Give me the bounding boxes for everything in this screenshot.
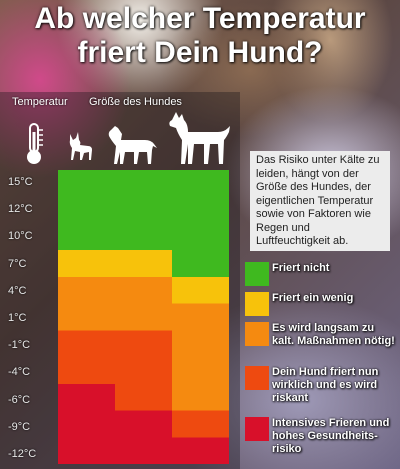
heatmap-cell <box>115 196 173 225</box>
temperature-label: 15°C <box>8 176 33 188</box>
legend-label-line: wirklich und es wird <box>272 379 378 391</box>
heatmap-cell <box>172 196 229 225</box>
heatmap-cell <box>172 170 229 198</box>
heatmap-cell <box>172 250 229 278</box>
temperature-label: 1°C <box>8 312 27 324</box>
temperature-label: -4°C <box>8 366 31 379</box>
small-dog-icon <box>69 132 92 160</box>
heatmap-cell <box>58 303 116 331</box>
temperature-label: -9°C <box>8 420 31 433</box>
legend-label: Friert ein wenig <box>272 292 353 305</box>
thermometer-icon <box>27 123 43 164</box>
heatmap-cell <box>115 303 173 331</box>
heatmap-cell <box>115 330 173 358</box>
heatmap-cell <box>115 170 173 198</box>
heatmap-cell <box>58 196 116 225</box>
temperature-label: -12°C <box>8 448 37 460</box>
heatmap-cell <box>172 303 229 331</box>
heatmap-cell <box>115 276 173 305</box>
heatmap-cell <box>115 383 173 412</box>
heatmap-cell <box>58 437 116 464</box>
legend-swatch <box>245 292 269 316</box>
temperature-label: -1°C <box>8 339 31 352</box>
large-dog-icon <box>169 112 230 164</box>
legend-label-line: hohes Gesundheits- <box>272 430 378 442</box>
heatmap-cell <box>58 250 116 278</box>
temperature-label: 7°C <box>8 257 27 270</box>
legend-label: Friert nicht <box>272 262 329 275</box>
temperature-label: 12°C <box>8 203 33 216</box>
heatmap-cell <box>172 410 229 438</box>
heatmap-cell <box>172 330 229 358</box>
heatmap-cell <box>58 223 116 251</box>
dog-size-header: Größe des Hundes <box>89 96 182 108</box>
temperature-label: -6°C <box>8 393 31 406</box>
legend-swatch <box>245 366 269 390</box>
legend-swatch <box>245 262 269 286</box>
title-line-2: friert Dein Hund? <box>77 36 323 69</box>
heatmap-cell <box>58 276 116 305</box>
title-line-1: Ab welcher Temperatur <box>34 2 366 35</box>
legend-label-line: Es wird langsam zu <box>272 322 375 334</box>
heatmap-cell <box>58 410 116 438</box>
heatmap-cell <box>115 357 173 385</box>
legend-label-line: Dein Hund friert nun <box>272 366 379 378</box>
heatmap-cell <box>115 410 173 438</box>
heatmap-cell <box>58 383 116 412</box>
legend-label-line: kalt. Maßnahmen nötig! <box>272 335 395 347</box>
heatmap-cell <box>172 276 229 305</box>
medium-dog-icon <box>108 126 157 164</box>
heatmap-cell <box>58 330 116 358</box>
legend-label-line: riskant <box>272 392 309 404</box>
heatmap-cell <box>115 437 173 464</box>
heatmap-cell <box>172 357 229 385</box>
legend-swatch <box>245 322 269 346</box>
legend-label-line: Intensives Frieren und <box>272 417 390 429</box>
legend-label: Intensives Frieren und hohes Gesundheits-… <box>272 417 389 456</box>
info-box: Das Risiko unter Kälte zu leiden, hängt … <box>250 151 390 251</box>
heatmap-cell <box>58 170 116 198</box>
heatmap-cell <box>115 223 173 251</box>
temperature-label: 10°C <box>8 230 33 243</box>
legend-label-line: Friert nicht <box>272 262 330 274</box>
heatmap-cell <box>172 383 229 412</box>
heatmap-cell <box>172 223 229 251</box>
legend-swatch <box>245 417 269 441</box>
risk-heatmap <box>58 170 229 464</box>
heatmap-cell <box>172 437 229 464</box>
heatmap-cell <box>115 250 173 278</box>
legend-label: Es wird langsam zu kalt. Maßnahmen nötig! <box>272 322 395 348</box>
legend-label: Dein Hund friert nun wirklich und es wird… <box>272 366 378 405</box>
page-title: Ab welcher Temperatur friert Dein Hund? <box>0 2 400 70</box>
temperature-header: Temperatur <box>12 96 68 108</box>
temperature-label: 4°C <box>8 284 27 297</box>
legend-label-line: risiko <box>272 443 302 455</box>
legend-label-line: Friert ein wenig <box>272 292 354 304</box>
heatmap-cell <box>58 357 116 385</box>
